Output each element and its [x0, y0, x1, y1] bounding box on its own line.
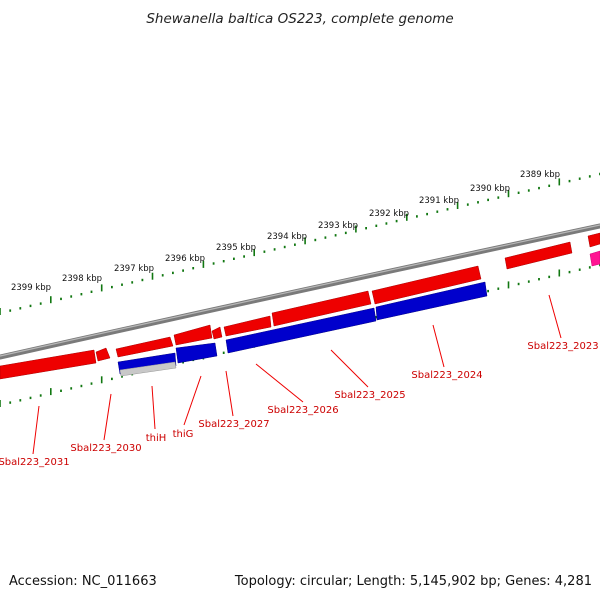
gene-arrow-thih-region[interactable] — [115, 336, 174, 358]
accession-text: Accession: NC_011663 — [9, 574, 157, 589]
leader-thig — [183, 375, 202, 426]
kbp-label-2389: 2389 kbp — [520, 170, 560, 180]
reverse-gene-track — [117, 250, 600, 377]
gene-arrow-sbal223-2026-region[interactable] — [223, 315, 272, 337]
gene-label-sbal223-2024[interactable]: Sbal223_2024 — [411, 370, 482, 381]
kbp-label-2397: 2397 kbp — [114, 264, 154, 274]
gene-arrow-sbal223-2030-region[interactable] — [95, 347, 111, 362]
map-title: Shewanella baltica OS223, complete genom… — [146, 11, 453, 27]
gene-label-thih[interactable]: thiH — [146, 433, 167, 444]
kbp-label-2399: 2399 kbp — [11, 283, 51, 293]
gene-label-sbal223-2031[interactable]: Sbal223_2031 — [0, 457, 70, 468]
gene-block-blue-2[interactable] — [225, 307, 377, 354]
gene-label-sbal223-2023[interactable]: Sbal223_2023 — [527, 341, 598, 352]
gene-arrow-sbal223-2024-region[interactable] — [371, 265, 482, 305]
gene-label-sbal223-2030[interactable]: Sbal223_2030 — [70, 443, 141, 454]
kbp-label-2390: 2390 kbp — [470, 184, 510, 194]
gene-block-magenta[interactable] — [589, 250, 600, 267]
gene-label-sbal223-2025[interactable]: Sbal223_2025 — [334, 390, 405, 401]
genome-backbone — [0, 223, 600, 360]
kbp-label-2398: 2398 kbp — [62, 274, 102, 284]
gene-block-gray[interactable] — [119, 361, 177, 377]
kbp-label-2392: 2392 kbp — [369, 209, 409, 219]
gene-labels: Sbal223_2023 Sbal223_2024 Sbal223_2025 S… — [0, 341, 599, 468]
gene-arrow-sbal223-2027-region[interactable] — [211, 326, 223, 340]
kbp-label-2394: 2394 kbp — [267, 232, 307, 242]
gene-arrow-thig-region[interactable] — [173, 324, 213, 346]
leader-sbal223-2030 — [103, 393, 112, 441]
gene-block-blue-3[interactable] — [175, 342, 218, 364]
gene-arrow-edge[interactable] — [587, 232, 600, 248]
gene-label-sbal223-2026[interactable]: Sbal223_2026 — [267, 405, 338, 416]
kbp-label-2391: 2391 kbp — [419, 196, 459, 206]
leader-sbal223-2025 — [330, 349, 369, 388]
gene-label-leaders — [32, 294, 562, 455]
genome-backbone-highlight — [0, 224, 600, 357]
leader-sbal223-2027 — [225, 370, 234, 417]
leader-sbal223-2026 — [255, 363, 304, 403]
kbp-labels: 2389 kbp 2390 kbp 2391 kbp 2392 kbp 2393… — [11, 170, 560, 293]
gene-label-thig[interactable]: thiG — [173, 429, 194, 440]
gene-arrow-sbal223-2023-region[interactable] — [504, 241, 573, 270]
gene-arrow-sbal223-2031-region[interactable] — [0, 349, 97, 380]
leader-sbal223-2023 — [548, 294, 562, 339]
kbp-label-2393: 2393 kbp — [318, 221, 358, 231]
leader-thih — [151, 385, 156, 430]
gene-arrow-sbal223-2025-region[interactable] — [271, 290, 372, 327]
genome-summary-text: Topology: circular; Length: 5,145,902 bp… — [234, 574, 592, 589]
leader-sbal223-2024 — [432, 324, 445, 368]
outer-kbp-scale — [0, 172, 600, 315]
gene-block-blue-1[interactable] — [375, 281, 488, 321]
kbp-label-2395: 2395 kbp — [216, 243, 256, 253]
gene-label-sbal223-2027[interactable]: Sbal223_2027 — [198, 419, 269, 430]
forward-gene-track — [0, 232, 600, 380]
leader-sbal223-2031 — [32, 405, 40, 455]
kbp-label-2396: 2396 kbp — [165, 254, 205, 264]
